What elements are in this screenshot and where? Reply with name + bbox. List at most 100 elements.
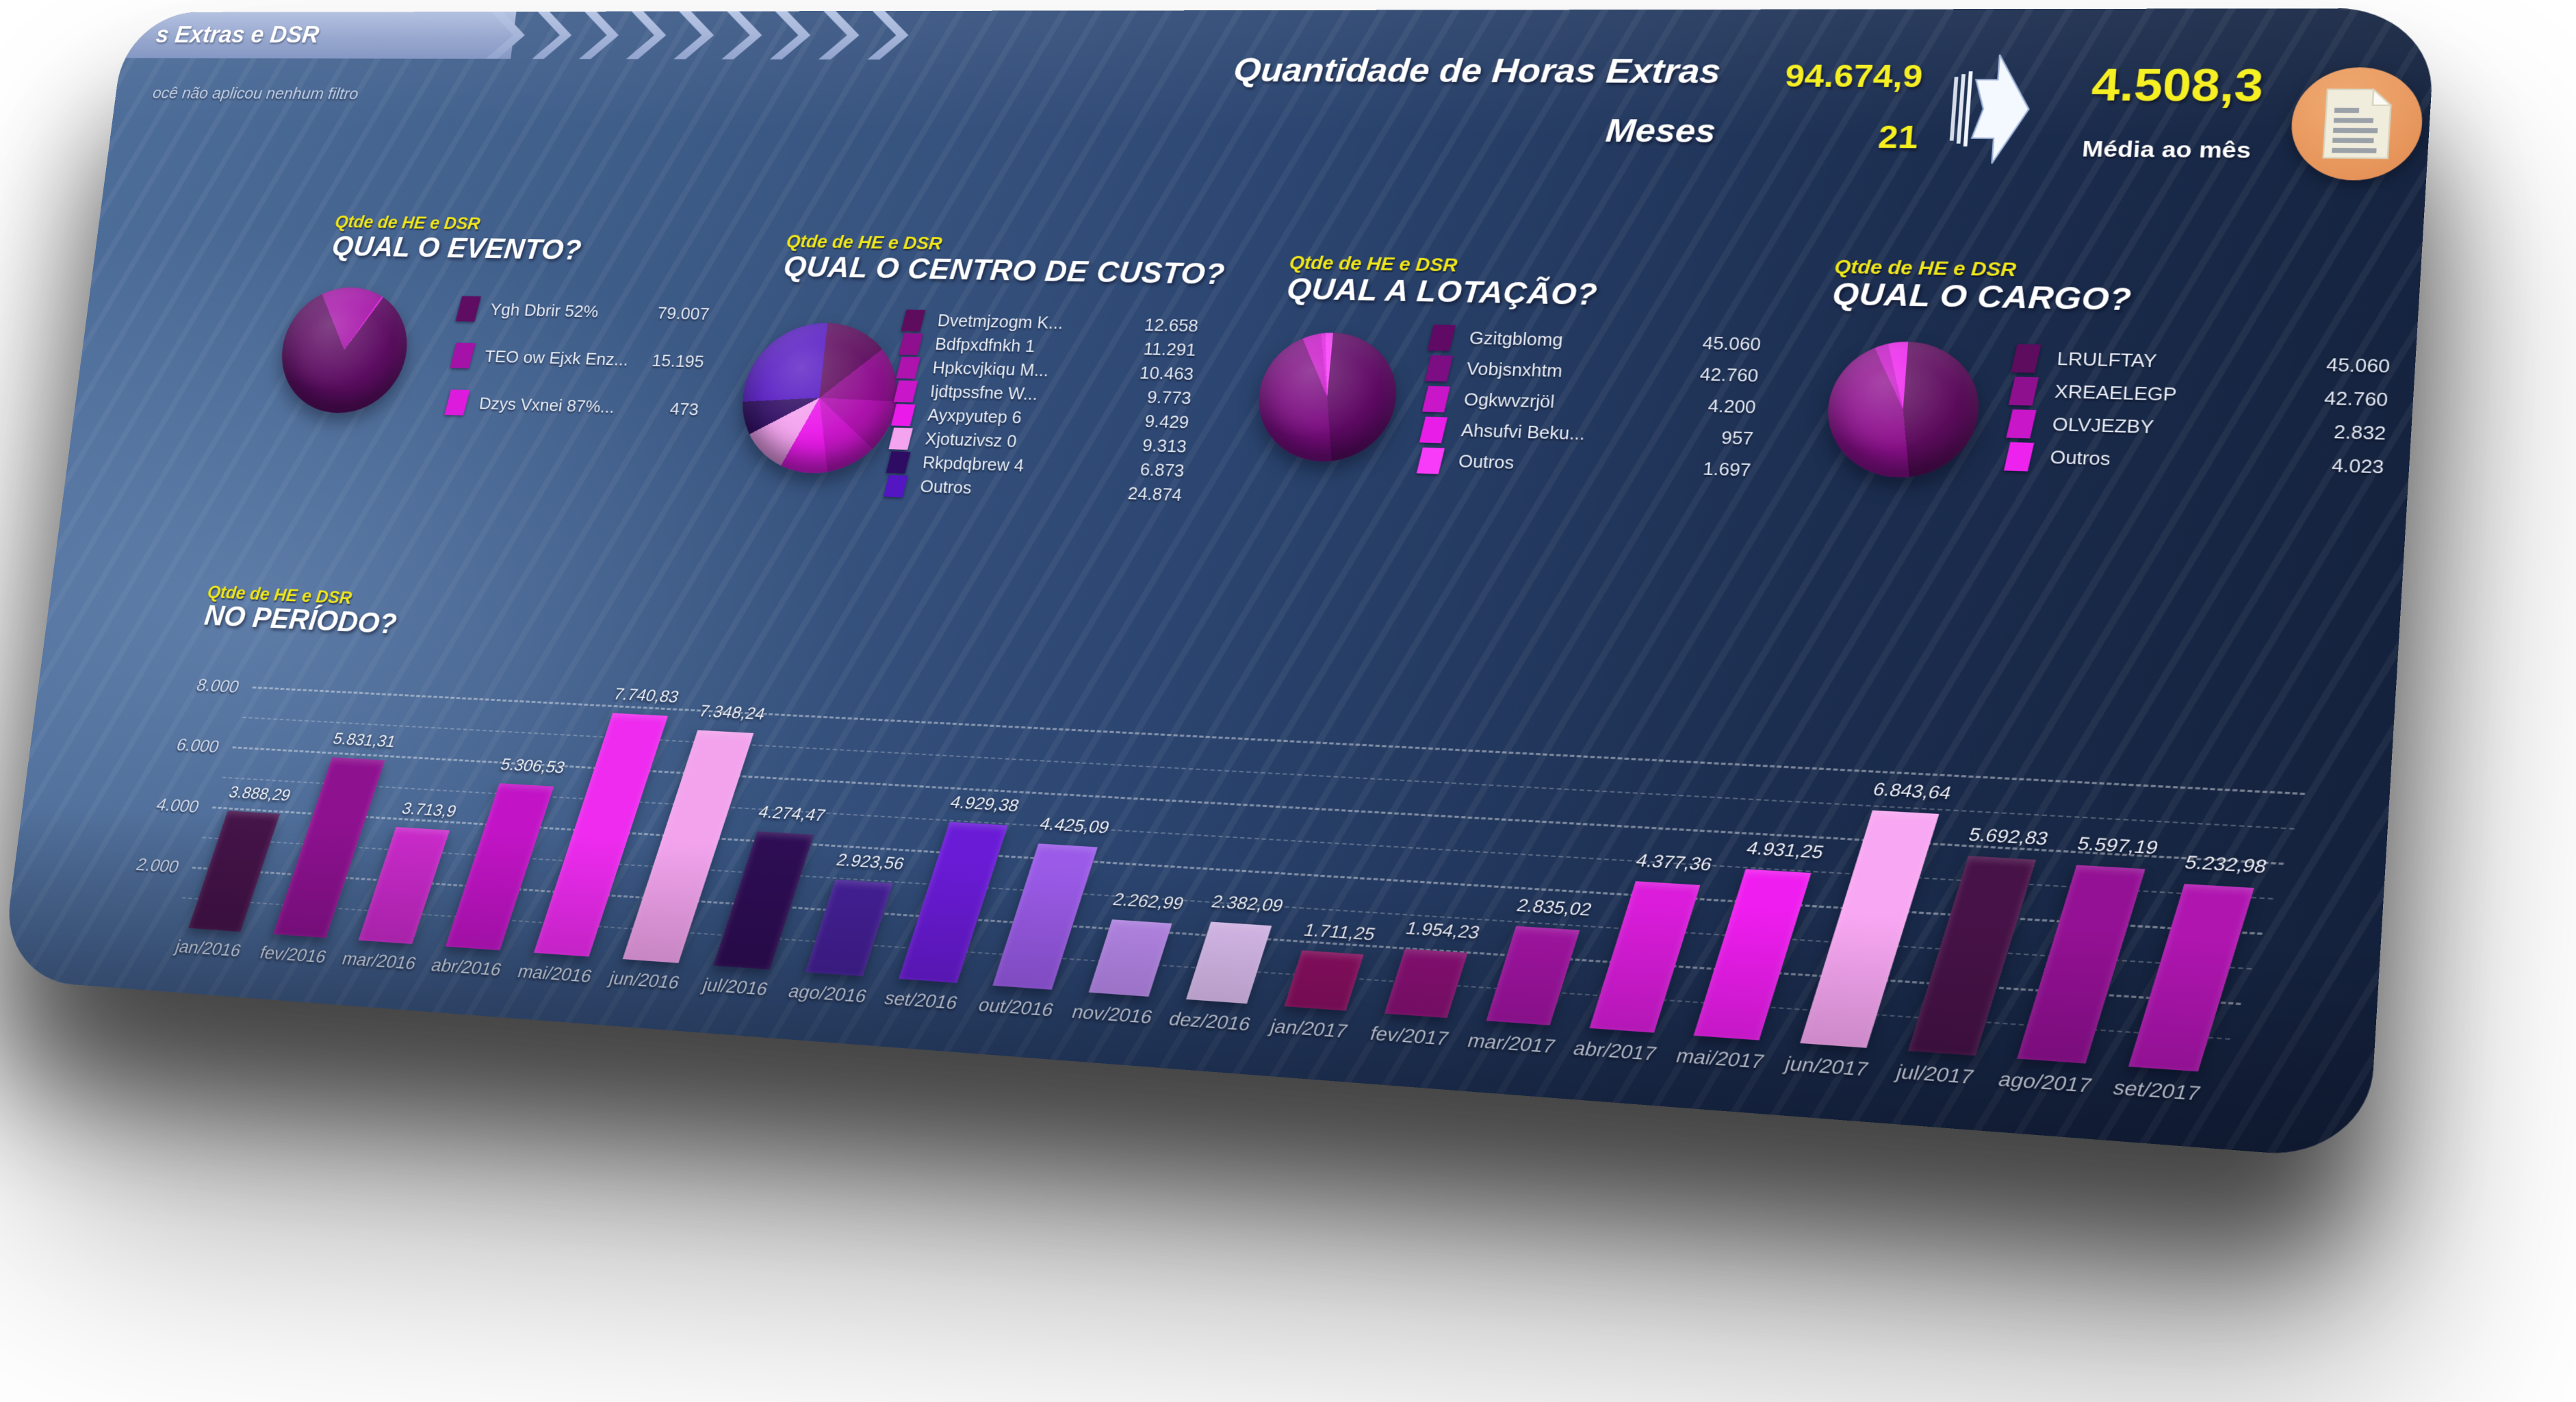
pie-kicker: Qtde de HE e DSR: [334, 212, 482, 233]
legend-row[interactable]: Xjotuzivsz 0 9.313: [888, 427, 1187, 457]
pie-title: QUAL O EVENTO?: [330, 231, 583, 266]
pie-panel-1: Qtde de HE e DSR QUAL O EVENTO? Ygh Dbrir …: [274, 212, 730, 457]
bar-chart-panel: Qtde de HE e DSR NO PERÍODO? 2.000 4.000 6…: [0, 563, 2397, 1160]
bar-month-label: out/2016: [975, 994, 1057, 1021]
title-banner: s Extras e DSR: [120, 11, 517, 59]
legend-value: 10.463: [1139, 364, 1195, 384]
legend-row[interactable]: Hpkcvjkiqu M... 10.463: [896, 357, 1194, 384]
legend-value: 24.874: [1126, 484, 1183, 505]
legend-value: 12.658: [1144, 316, 1200, 336]
legend-row[interactable]: Gzitgblomg 45.060: [1427, 324, 1762, 354]
legend-row[interactable]: Dvetmjzogm K... 12.658: [901, 309, 1199, 335]
legend-row[interactable]: Ayxpyutep 6 9.429: [890, 404, 1189, 432]
months-value: 21: [1877, 118, 1920, 155]
bar-month-label: set/2017: [2110, 1076, 2204, 1105]
legend-row[interactable]: Outros 1.697: [1416, 447, 1751, 480]
right-arrow-icon: [1948, 51, 2035, 168]
bar-month-label: nov/2016: [1069, 1001, 1156, 1028]
bar[interactable]: [1486, 926, 1580, 1025]
legend-row[interactable]: Vobjsnxhtm 42.760: [1424, 355, 1759, 385]
pie-chart-2[interactable]: [734, 321, 905, 476]
legend-row[interactable]: Outros 24.874: [883, 474, 1183, 505]
legend-value: 4.023: [2331, 455, 2385, 478]
legend-row[interactable]: LRULFTAY 45.060: [2011, 344, 2391, 377]
pie-chart-4[interactable]: [1822, 340, 1984, 480]
legend-row[interactable]: Outros 4.023: [2003, 442, 2384, 477]
legend-value: 42.760: [2323, 387, 2389, 411]
legend-value: 45.060: [2326, 355, 2391, 377]
bar-month-label: jan/2016: [172, 936, 244, 960]
bar-value-label: 5.232,98: [2182, 852, 2269, 878]
chevron-icon: [486, 12, 528, 59]
pie-panel-3: Qtde de HE e DSR QUAL A LOTAÇÃO? Gzitgblom…: [1252, 253, 1777, 526]
legend-row[interactable]: XREAELEGP 42.760: [2008, 377, 2388, 410]
bar-month-label: jun/2017: [1782, 1052, 1872, 1081]
chevron-icon: [626, 12, 669, 60]
legend-row[interactable]: Rkpdqbrew 4 6.873: [886, 451, 1185, 481]
pie-title: QUAL O CARGO?: [1831, 277, 2133, 318]
bar-month-label: abr/2017: [1571, 1037, 1660, 1065]
chevron-icon: [673, 11, 717, 59]
banner-title: s Extras e DSR: [154, 22, 321, 49]
legend-value: 957: [1721, 428, 1755, 449]
bar-month-label: mai/2017: [1673, 1045, 1767, 1073]
legend-row[interactable]: OLVJEZBY 2.832: [2006, 409, 2386, 444]
page-title: Quantidade de Horas Extras: [1232, 51, 1723, 91]
pie-chart-1[interactable]: [274, 286, 415, 415]
bar[interactable]: [1384, 949, 1468, 1019]
legend-row[interactable]: Ygh Dbrir 52% 79.007: [455, 296, 710, 324]
bar-month-label: jun/2016: [606, 967, 682, 993]
dashboard-card: s Extras e DSR ocê não aplicou nenhum fi…: [0, 8, 2437, 1161]
legend-row[interactable]: Ijdtpssfne W... 9.773: [893, 380, 1192, 408]
chevron-arrows-icon: [486, 11, 912, 60]
legend-value: 2.832: [2333, 422, 2387, 444]
bar-month-label: ago/2016: [786, 980, 870, 1007]
y-axis-label: 8.000: [194, 675, 242, 697]
pie-title: QUAL O CENTRO DE CUSTO?: [782, 251, 1226, 291]
bar[interactable]: [1284, 949, 1365, 1011]
legend-value: 42.760: [1699, 364, 1760, 386]
chevron-icon: [770, 11, 813, 60]
pie-title: QUAL A LOTAÇÃO?: [1285, 272, 1599, 312]
bar-month-label: mar/2017: [1465, 1030, 1558, 1058]
bar-month-label: jul/2016: [700, 974, 771, 999]
bar-month-label: jan/2017: [1267, 1015, 1351, 1043]
legend-value: 45.060: [1701, 333, 1762, 355]
legend-row[interactable]: TEO ow Ejxk Enz... 15.195: [450, 342, 705, 373]
legend-value: 473: [669, 398, 700, 419]
total-hours-value: 94.674,9: [1783, 58, 1924, 94]
bar-chart-plot: 2.000 4.000 6.000 8.000 3.888,29 jan/2016 5.83…: [134, 676, 2306, 1105]
pie-chart-3[interactable]: [1252, 331, 1402, 464]
chevron-icon: [819, 11, 862, 60]
legend-value: 11.291: [1142, 340, 1197, 360]
bar-month-label: abr/2016: [428, 955, 504, 980]
bar-month-label: jul/2017: [1894, 1060, 1977, 1088]
report-document-icon[interactable]: [2288, 67, 2425, 181]
months-label: Meses: [1604, 113, 1717, 150]
chevron-icon: [579, 12, 621, 60]
legend-value: 4.200: [1707, 396, 1757, 418]
chevron-icon: [867, 11, 911, 60]
legend-value: 79.007: [656, 303, 711, 324]
bar[interactable]: [805, 879, 893, 977]
pie-panel-2: Qtde de HE e DSR QUAL O CENTRO DE CUSTO? D…: [734, 231, 1226, 526]
bar-month-label: fev/2017: [1367, 1023, 1452, 1049]
legend-row[interactable]: Ogkwvzrjöl 4.200: [1421, 385, 1757, 417]
legend-row[interactable]: Ahsufvi Beku... 957: [1419, 416, 1754, 448]
chevron-icon: [532, 12, 574, 59]
bar-month-label: fev/2016: [257, 942, 329, 967]
bar-month-label: mai/2016: [515, 961, 595, 986]
legend-row[interactable]: Bdfpxdfnkh 1 11.291: [898, 333, 1197, 360]
bar-month-label: set/2016: [881, 987, 961, 1014]
average-label: Média ao mês: [2081, 136, 2252, 163]
chevron-icon: [721, 11, 764, 59]
legend-row[interactable]: Dzys Vxnei 87%... 473: [444, 390, 699, 420]
bar-chart-title: NO PERÍODO?: [203, 600, 398, 640]
legend-value: 1.697: [1702, 459, 1752, 481]
bar[interactable]: [1088, 919, 1172, 997]
bar-month-label: mar/2016: [339, 948, 420, 973]
legend-value: 15.195: [651, 350, 706, 371]
bar[interactable]: [1185, 921, 1272, 1004]
